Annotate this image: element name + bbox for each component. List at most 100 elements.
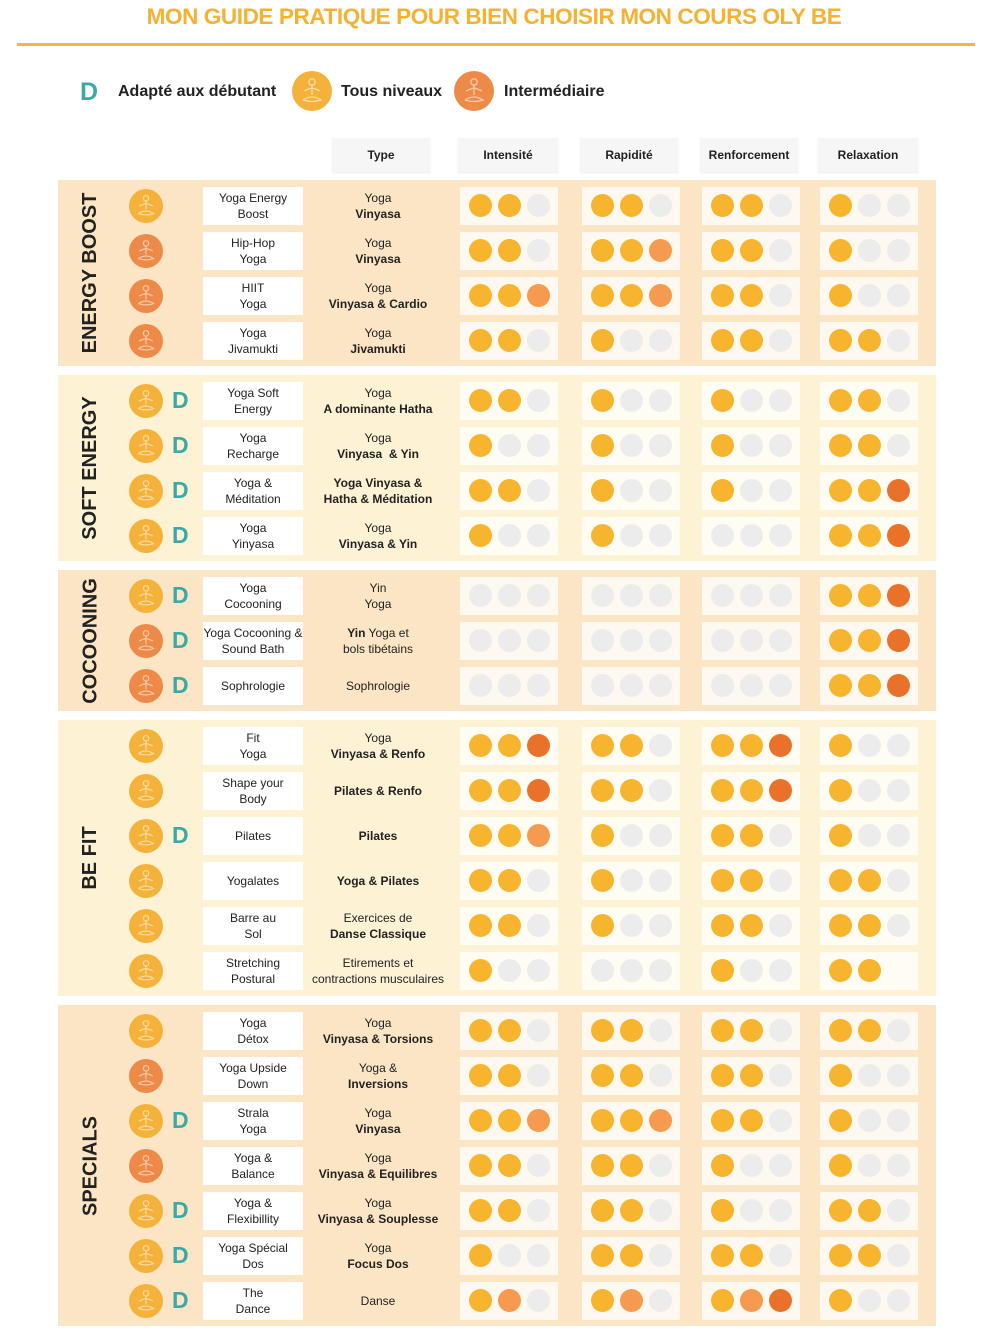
course-type-line: Vinyasa & Torsions <box>303 1031 453 1047</box>
course-type: Yoga Vinyasa & Cardio <box>303 277 453 315</box>
rating-dot <box>768 824 792 847</box>
level-icon <box>129 473 163 508</box>
rating-dot <box>526 629 550 652</box>
course-type-run: Inversions <box>347 1076 409 1091</box>
rating-dot <box>648 1244 672 1267</box>
course-type-line: bols tibétains <box>303 641 453 657</box>
rating-dot <box>619 284 643 307</box>
beginner-badge: D <box>172 1196 189 1223</box>
level-icon <box>129 383 163 418</box>
rating-dot <box>710 1019 734 1042</box>
rating-dot <box>768 1154 792 1177</box>
course-type-run: Vinyasa & Renfo <box>330 746 426 761</box>
rating-dot <box>857 284 881 307</box>
rating-dot <box>497 1019 521 1042</box>
rating-dot <box>590 959 614 982</box>
rating-dot <box>886 914 910 937</box>
course-name-line: Balance <box>231 1166 275 1181</box>
page-title: MON GUIDE PRATIQUE POUR BIEN CHOISIR MON… <box>146 4 842 29</box>
rating-dot <box>648 629 672 652</box>
rating-dot <box>468 194 492 217</box>
rating-dot <box>857 1154 881 1177</box>
rating-dot <box>497 479 521 502</box>
course-name: Sophrologie <box>203 666 303 705</box>
meditation-figure <box>138 1109 155 1130</box>
rating-dot <box>648 524 672 547</box>
course-type: Yin Yoga et bols tibétains <box>303 622 453 660</box>
rating-dot <box>468 239 492 262</box>
course-type-run: Yoga <box>364 1240 392 1255</box>
rating-dot <box>739 194 763 217</box>
course-type-line: Yoga & <box>303 1060 453 1076</box>
level-icon <box>129 323 163 358</box>
level-icon <box>129 773 163 808</box>
rating-dot <box>648 239 672 262</box>
rating-dot <box>710 194 734 217</box>
course-type-line: Inversions <box>303 1076 453 1092</box>
course-name-line: Recharge <box>226 446 280 461</box>
rating-dot <box>619 524 643 547</box>
course-type: Yoga A dominante Hatha <box>303 382 453 420</box>
course-name-line: Yoga <box>239 296 267 311</box>
rating-dot <box>468 1154 492 1177</box>
course-type-run: Sophrologie <box>345 678 411 693</box>
course-name-line: Jivamukti <box>227 341 278 356</box>
meditation-figure <box>464 78 485 103</box>
rating-dot <box>768 779 792 802</box>
course-type: Yoga & Pilates <box>303 862 453 900</box>
rating-dot <box>828 479 852 502</box>
course-type-run: A dominante Hatha <box>323 401 433 416</box>
rating-dot <box>739 779 763 802</box>
rating-dot <box>468 674 492 697</box>
rating-dot <box>648 284 672 307</box>
rating-dot <box>590 194 614 217</box>
level-icon <box>129 233 163 268</box>
rating-dot <box>739 674 763 697</box>
course-type: Yoga Vinyasa <box>303 1102 453 1140</box>
rating-dot <box>739 389 763 412</box>
rating-dot <box>468 779 492 802</box>
rating-dot <box>619 1154 643 1177</box>
course-name: Stretching Postural <box>203 951 303 990</box>
course-type-run: Yoga <box>364 596 392 611</box>
rating-dot <box>497 959 521 982</box>
course-type-line: Vinyasa <box>303 206 453 222</box>
course-type-line: Yoga <box>303 430 453 446</box>
level-icon <box>129 428 163 463</box>
rating-dot <box>886 584 910 607</box>
rating-dot <box>497 1154 521 1177</box>
course-type-run: Focus Dos <box>347 1256 409 1271</box>
rating-dot <box>739 284 763 307</box>
meditation-figure <box>138 434 155 455</box>
course-name-line: Sophrologie <box>220 678 286 693</box>
rating-dot <box>648 389 672 412</box>
rating-dot <box>468 329 492 352</box>
rating-dot <box>468 389 492 412</box>
course-name-line: Sound Bath <box>221 641 285 656</box>
rating-dot <box>468 959 492 982</box>
meditation-figure <box>138 674 155 695</box>
course-type-run: Danse <box>360 1293 396 1308</box>
rating-dot <box>739 1109 763 1132</box>
rating-dot <box>768 1289 792 1312</box>
level-icon <box>129 1238 163 1273</box>
rating-dot <box>828 1109 852 1132</box>
course-type-run: Pilates <box>358 828 398 843</box>
course-type-run: Yoga & <box>358 1060 398 1075</box>
course-type-line: A dominante Hatha <box>303 401 453 417</box>
rating-dot <box>710 1289 734 1312</box>
rating-dot <box>710 1154 734 1177</box>
course-type-line: Exercices de <box>303 910 453 926</box>
rating-dot <box>526 524 550 547</box>
beginner-badge: D <box>172 431 189 458</box>
course-type-line: Etirements et <box>303 955 453 971</box>
rating-dot <box>590 914 614 937</box>
rating-dot <box>619 194 643 217</box>
rating-dot <box>648 779 672 802</box>
rating-dot <box>526 734 550 757</box>
course-type: Yoga Vinyasa & Hatha & Méditation <box>303 472 453 510</box>
course-name-line: Fit <box>246 730 260 745</box>
level-icon <box>129 623 163 658</box>
rating-dot <box>828 1289 852 1312</box>
rating-dot <box>768 239 792 262</box>
